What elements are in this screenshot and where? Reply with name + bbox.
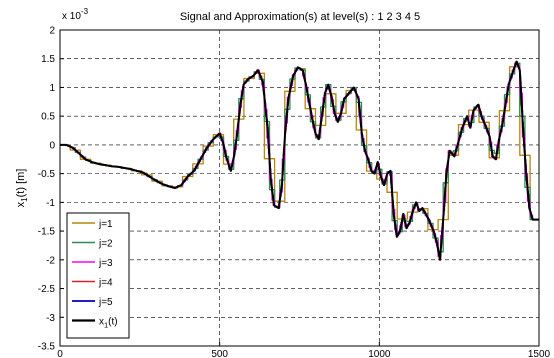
y-tick-label: 0.5 — [41, 112, 55, 123]
y-tick-label: -2 — [46, 255, 55, 266]
series-layer — [60, 60, 539, 261]
y-multiplier-base: x 10 — [62, 11, 81, 22]
chart-title: Signal and Approximation(s) at level(s) … — [180, 11, 420, 23]
legend-label: j=3 — [98, 258, 113, 269]
legend-box — [66, 212, 130, 339]
y-label-main: x — [15, 201, 27, 207]
y-label-tail: (t) [m] — [15, 169, 27, 198]
plot-frame — [59, 29, 540, 347]
y-tick-label: 0 — [49, 140, 55, 151]
y-axis-label: x1(t) [m] — [15, 169, 29, 208]
y-label-sub: 1 — [20, 197, 29, 202]
legend-label-tail: (t) — [108, 317, 117, 328]
legend-label: j=2 — [98, 239, 113, 250]
x-tick-label: 0 — [57, 349, 63, 358]
y-tick-label: -3 — [46, 313, 55, 324]
series-line-6 — [60, 60, 539, 261]
legend: j=1 j=2 j=3 j=4 j=5 x1(t) — [66, 212, 130, 339]
y-tick-label: -1.5 — [38, 227, 56, 238]
legend-label-main: x — [99, 317, 104, 328]
y-multiplier: x 10-3 — [62, 7, 89, 22]
legend-label-sub: 1 — [104, 321, 108, 330]
legend-label: j=4 — [98, 278, 113, 289]
x-tick-label: 500 — [211, 349, 228, 358]
legend-label: j=5 — [98, 297, 113, 308]
y-multiplier-exp: -3 — [81, 7, 89, 16]
y-tick-label: -2.5 — [38, 284, 56, 295]
y-tick-label: -3.5 — [38, 342, 56, 353]
y-tick-label: -0.5 — [38, 169, 56, 180]
y-ticks: 2 1.5 1 0.5 0 -0.5 -1 -1.5 -2 -2.5 -3 -3.5 — [38, 26, 64, 353]
y-tick-label: -1 — [46, 198, 55, 209]
x-tick-label: 1500 — [528, 349, 551, 358]
legend-label: j=1 — [98, 219, 113, 230]
legend-label: x1(t) — [99, 317, 118, 330]
y-tick-label: 1 — [49, 83, 55, 94]
y-tick-label: 1.5 — [41, 54, 55, 65]
grid — [60, 30, 539, 346]
x-tick-label: 1000 — [368, 349, 391, 358]
y-tick-label: 2 — [49, 26, 55, 37]
